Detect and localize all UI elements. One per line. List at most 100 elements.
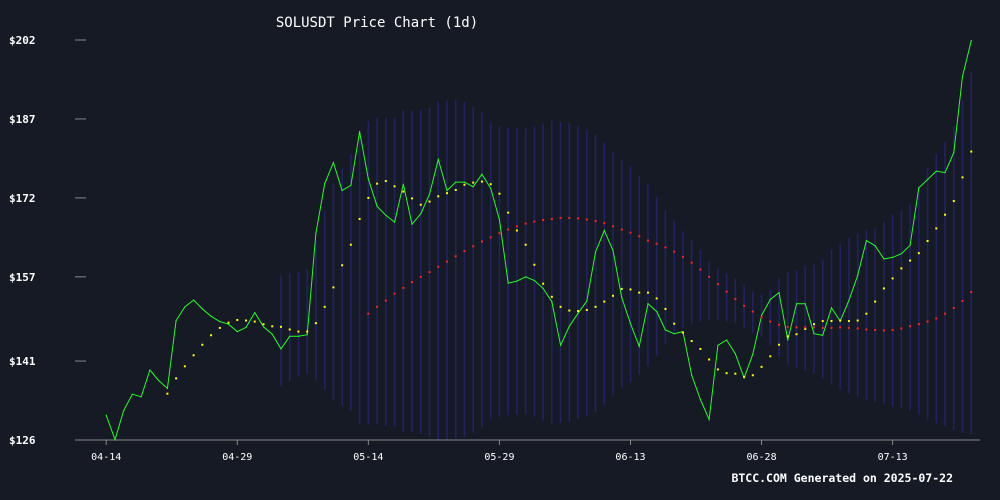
short-moving-average-dots xyxy=(166,150,973,395)
ma-long-dot xyxy=(839,326,842,329)
y-tick-label: $172 xyxy=(9,192,36,205)
ma-long-dot xyxy=(612,225,615,228)
ma-short-dot xyxy=(926,240,929,243)
price-point xyxy=(865,239,868,242)
y-tick-label: $141 xyxy=(9,355,36,368)
price-point xyxy=(254,312,256,314)
ma-short-dot xyxy=(646,291,649,294)
ma-long-dot xyxy=(646,239,649,242)
ma-short-dot xyxy=(341,264,344,267)
price-point xyxy=(315,232,317,234)
ma-long-dot xyxy=(708,275,711,278)
ma-long-dot xyxy=(812,326,815,329)
price-point xyxy=(734,353,736,355)
price-point xyxy=(551,300,553,303)
price-point xyxy=(647,303,649,305)
ma-long-dot xyxy=(821,326,824,329)
price-point xyxy=(673,333,675,335)
ma-short-dot xyxy=(603,300,606,303)
price-point xyxy=(289,335,291,337)
ma-long-dot xyxy=(865,328,868,331)
ma-short-dot xyxy=(664,307,667,310)
ma-long-dot xyxy=(428,271,431,274)
ma-short-dot xyxy=(620,287,623,290)
ma-short-dot xyxy=(891,277,894,280)
ma-short-dot xyxy=(874,300,877,303)
price-point xyxy=(123,409,125,412)
y-tick-label: $187 xyxy=(9,113,36,126)
ma-long-dot xyxy=(681,255,684,258)
ma-long-dot xyxy=(751,310,754,313)
ma-short-dot xyxy=(673,322,676,325)
ma-long-dot xyxy=(690,261,693,264)
price-point xyxy=(708,418,710,421)
ma-short-dot xyxy=(245,319,248,322)
ma-long-dot xyxy=(445,260,448,263)
price-point xyxy=(455,181,457,183)
price-point xyxy=(795,303,798,305)
ma-long-dot xyxy=(393,292,396,295)
price-point xyxy=(297,335,300,337)
price-point xyxy=(446,189,448,192)
price-point xyxy=(481,173,483,175)
ma-short-dot xyxy=(839,319,842,322)
price-point xyxy=(656,310,658,313)
y-tick-label: $126 xyxy=(9,434,36,447)
x-tick-label: 04-14 xyxy=(91,452,121,463)
ma-short-dot xyxy=(812,323,815,326)
ma-short-dot xyxy=(183,365,186,368)
price-point xyxy=(271,333,273,335)
ma-short-dot xyxy=(480,180,483,183)
ma-long-dot xyxy=(638,235,641,238)
ma-short-dot xyxy=(201,343,204,346)
ma-short-dot xyxy=(218,326,221,329)
ma-short-dot xyxy=(935,227,938,230)
price-point xyxy=(525,276,527,278)
ma-long-dot xyxy=(489,236,492,239)
price-point xyxy=(324,183,326,185)
ma-short-dot xyxy=(952,200,955,203)
ma-short-dot xyxy=(384,180,387,183)
ma-short-dot xyxy=(917,252,920,255)
price-point xyxy=(752,353,754,355)
ma-long-dot xyxy=(384,299,387,302)
ma-short-dot xyxy=(166,392,169,395)
ma-long-dot xyxy=(725,290,728,293)
price-point xyxy=(245,326,247,328)
price-point xyxy=(664,329,667,331)
price-point xyxy=(621,296,623,298)
ma-long-dot xyxy=(882,329,885,332)
ma-long-dot xyxy=(795,326,798,329)
ma-long-dot xyxy=(498,232,501,235)
price-point xyxy=(629,323,632,325)
ma-short-dot xyxy=(865,312,868,315)
ma-long-dot xyxy=(935,317,938,320)
ma-short-dot xyxy=(690,340,693,343)
ma-long-dot xyxy=(550,217,553,220)
ma-long-dot xyxy=(463,250,466,253)
x-tick-label: 05-29 xyxy=(484,452,514,463)
ma-long-dot xyxy=(909,325,912,328)
ma-short-dot xyxy=(909,259,912,262)
price-point xyxy=(603,229,605,232)
price-points xyxy=(105,39,972,441)
ma-long-dot xyxy=(743,304,746,307)
ma-short-dot xyxy=(629,288,632,291)
price-point xyxy=(830,307,833,309)
ma-short-dot xyxy=(542,282,545,285)
ma-long-dot xyxy=(454,255,457,258)
chart-title: SOLUSDT Price Chart (1d) xyxy=(276,15,478,31)
price-point xyxy=(210,315,212,317)
price-point xyxy=(848,299,850,302)
price-point xyxy=(822,334,824,336)
ma-long-dot xyxy=(917,323,920,326)
price-point xyxy=(970,39,972,42)
price-line xyxy=(105,40,972,442)
ma-long-dot xyxy=(664,246,667,249)
price-point xyxy=(542,287,544,290)
ma-long-dot xyxy=(629,231,632,234)
ma-short-dot xyxy=(944,213,947,216)
ma-short-dot xyxy=(533,263,536,266)
ma-short-dot xyxy=(332,286,335,289)
price-point xyxy=(472,186,474,188)
